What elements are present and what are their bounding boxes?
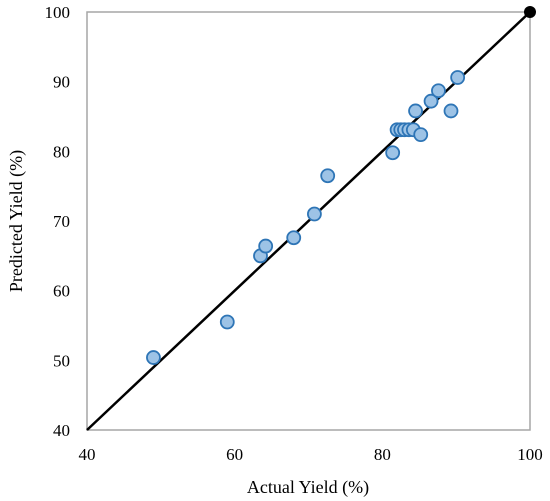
data-point	[320, 168, 336, 184]
y-tick-label: 90	[53, 73, 70, 92]
y-axis-ticks: 40 50 60 70 80 90 100	[45, 3, 71, 440]
data-point	[286, 230, 302, 246]
data-point	[307, 206, 322, 222]
data-point	[431, 83, 446, 99]
data-point	[450, 70, 466, 85]
y-tick-label: 70	[53, 212, 70, 231]
x-tick-label: 60	[226, 445, 243, 464]
reference-endpoint-marker	[524, 6, 536, 18]
data-point	[385, 145, 401, 161]
data-points	[146, 70, 466, 365]
data-point	[423, 93, 439, 109]
x-tick-label: 40	[79, 445, 96, 464]
data-point	[219, 314, 235, 330]
data-point	[146, 350, 161, 365]
x-tick-label: 80	[374, 445, 391, 464]
y-axis-title: Predicted Yield (%)	[6, 150, 27, 292]
y-tick-label: 100	[45, 3, 71, 22]
x-axis-ticks: 40 60 80 100	[79, 445, 543, 464]
data-point	[443, 103, 459, 119]
x-axis-title: Actual Yield (%)	[247, 477, 369, 498]
plot-frame	[86, 11, 531, 431]
y-tick-label: 40	[53, 421, 70, 440]
y-tick-label: 80	[53, 142, 70, 161]
data-point	[413, 127, 429, 143]
data-point	[258, 238, 274, 254]
y-tick-label: 50	[53, 351, 70, 370]
data-point	[408, 103, 423, 119]
y-tick-label: 60	[53, 282, 70, 301]
x-tick-label: 100	[517, 445, 543, 464]
